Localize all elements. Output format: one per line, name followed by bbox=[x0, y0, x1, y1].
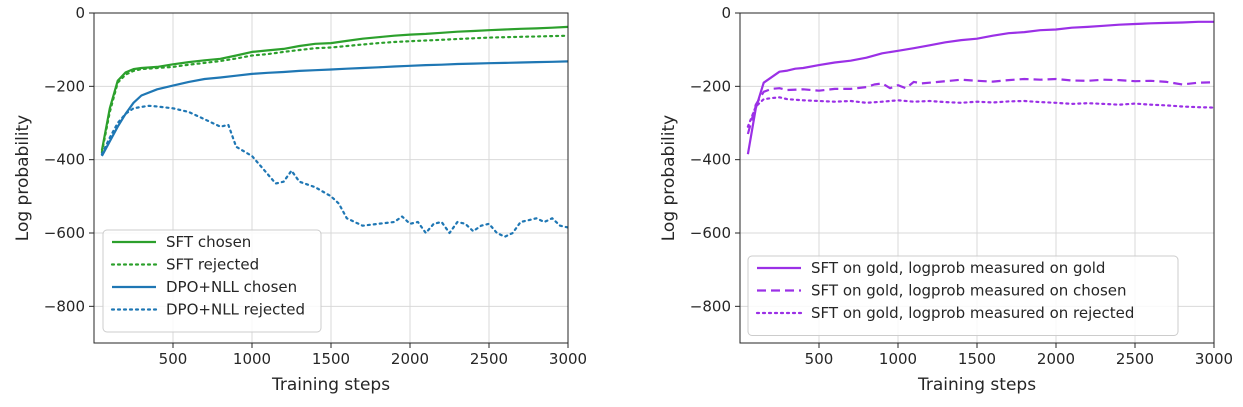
y-axis-label: Log probability bbox=[659, 115, 679, 241]
legend-label: DPO+NLL rejected bbox=[166, 301, 305, 319]
legend: SFT on gold, logprob measured on gold SFT… bbox=[747, 255, 1179, 336]
x-tick-label: 2500 bbox=[470, 350, 508, 368]
series-line-0 bbox=[100, 25, 568, 151]
x-tick-label: 2000 bbox=[391, 350, 429, 368]
series-group bbox=[100, 25, 568, 238]
x-tick-label: 500 bbox=[805, 350, 834, 368]
x-tick-label: 500 bbox=[159, 350, 188, 368]
x-tick-label: 1000 bbox=[879, 350, 917, 368]
chart-left: 500 1000 1500 2000 2500 3000 0 −200 −400 −600 −800… bbox=[13, 4, 587, 395]
series-line-0 bbox=[746, 20, 1214, 155]
x-axis-label: Training steps bbox=[917, 375, 1036, 395]
legend-label: SFT rejected bbox=[166, 256, 259, 274]
y-tick-label: −400 bbox=[690, 151, 731, 169]
series-line-2 bbox=[746, 96, 1214, 128]
legend-label: DPO+NLL chosen bbox=[166, 278, 297, 296]
y-axis-label: Log probability bbox=[13, 115, 33, 241]
legend: SFT chosen SFT rejected DPO+NLL chosen DPO+… bbox=[102, 229, 322, 333]
legend-label: SFT on gold, logprob measured on rejecte… bbox=[811, 304, 1134, 322]
legend-label: SFT on gold, logprob measured on gold bbox=[811, 259, 1105, 277]
chart-right: 500 1000 1500 2000 2500 3000 0 −200 −400 −600 −800… bbox=[659, 4, 1233, 395]
series-line-1 bbox=[746, 77, 1214, 135]
x-tick-label: 2000 bbox=[1037, 350, 1075, 368]
y-tick-label: −400 bbox=[44, 151, 85, 169]
series-line-2 bbox=[100, 60, 568, 157]
x-tick-label: 3000 bbox=[549, 350, 587, 368]
series-line-1 bbox=[100, 34, 568, 154]
y-tick-label: −600 bbox=[690, 224, 731, 242]
x-tick-label: 1000 bbox=[233, 350, 271, 368]
y-tick-label: 0 bbox=[721, 4, 731, 22]
x-tick-label: 3000 bbox=[1195, 350, 1233, 368]
series-group bbox=[746, 20, 1214, 155]
series-line-3 bbox=[100, 104, 568, 238]
x-tick-label: 2500 bbox=[1116, 350, 1154, 368]
legend-label: SFT on gold, logprob measured on chosen bbox=[811, 282, 1127, 300]
y-tick-label: −800 bbox=[44, 297, 85, 315]
x-axis-label: Training steps bbox=[271, 375, 390, 395]
y-tick-label: −200 bbox=[44, 77, 85, 95]
x-tick-label: 1500 bbox=[312, 350, 350, 368]
legend-label: SFT chosen bbox=[166, 233, 251, 251]
y-tick-label: −600 bbox=[44, 224, 85, 242]
x-tick-label: 1500 bbox=[958, 350, 996, 368]
legend-box bbox=[102, 229, 322, 333]
y-tick-label: 0 bbox=[75, 4, 85, 22]
y-tick-label: −800 bbox=[690, 297, 731, 315]
legend-box bbox=[747, 255, 1179, 336]
y-tick-label: −200 bbox=[690, 77, 731, 95]
